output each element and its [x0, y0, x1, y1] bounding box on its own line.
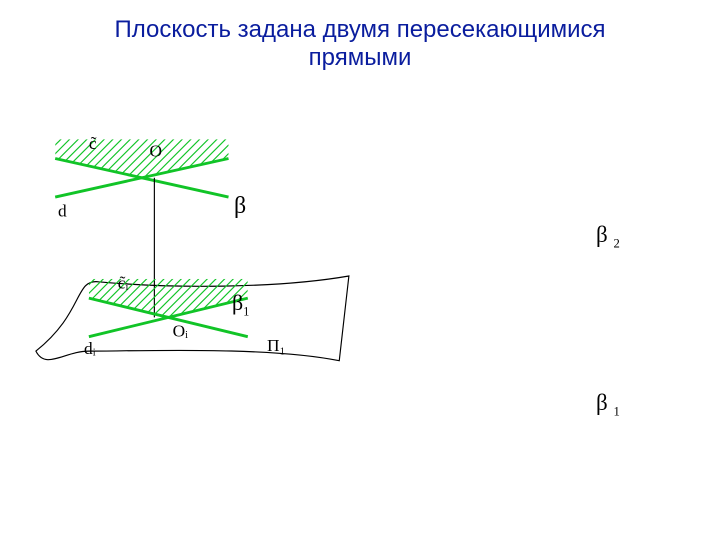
page-title: Плоскость задана двумя пересекающимися п… — [0, 16, 720, 72]
diagram-intersecting-lines: c̃ O d c̃ᵢ Oᵢ dᵢ П₁ — [20, 120, 360, 380]
label-d-i: dᵢ — [84, 339, 96, 358]
label-c-tilde-i: c̃ᵢ — [118, 274, 129, 293]
label-c-tilde: c̃ — [89, 134, 97, 153]
lower-group: c̃ᵢ Oᵢ dᵢ П₁ — [36, 274, 349, 361]
beta-label-1: β1 — [232, 290, 249, 319]
beta-label-3: β 1 — [596, 390, 620, 420]
label-O: O — [150, 142, 163, 161]
title-line1: Плоскость задана двумя пересекающимися — [0, 16, 720, 44]
label-Pi1: П₁ — [267, 336, 286, 355]
label-O-i: Oᵢ — [173, 322, 189, 341]
lower-hatch — [36, 277, 296, 320]
beta-label-2: β 2 — [596, 222, 620, 252]
plane-outline — [36, 276, 349, 361]
label-d: d — [58, 201, 67, 220]
beta-label-0: β — [234, 193, 246, 220]
title-line2: прямыми — [0, 44, 720, 72]
